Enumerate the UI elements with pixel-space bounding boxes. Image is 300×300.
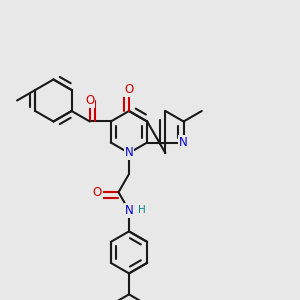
- Text: N: N: [124, 204, 134, 217]
- Text: O: O: [124, 83, 134, 97]
- Text: O: O: [93, 186, 102, 199]
- Text: O: O: [85, 94, 94, 107]
- Text: N: N: [179, 136, 188, 149]
- Text: N: N: [124, 146, 134, 160]
- Text: H: H: [138, 206, 146, 215]
